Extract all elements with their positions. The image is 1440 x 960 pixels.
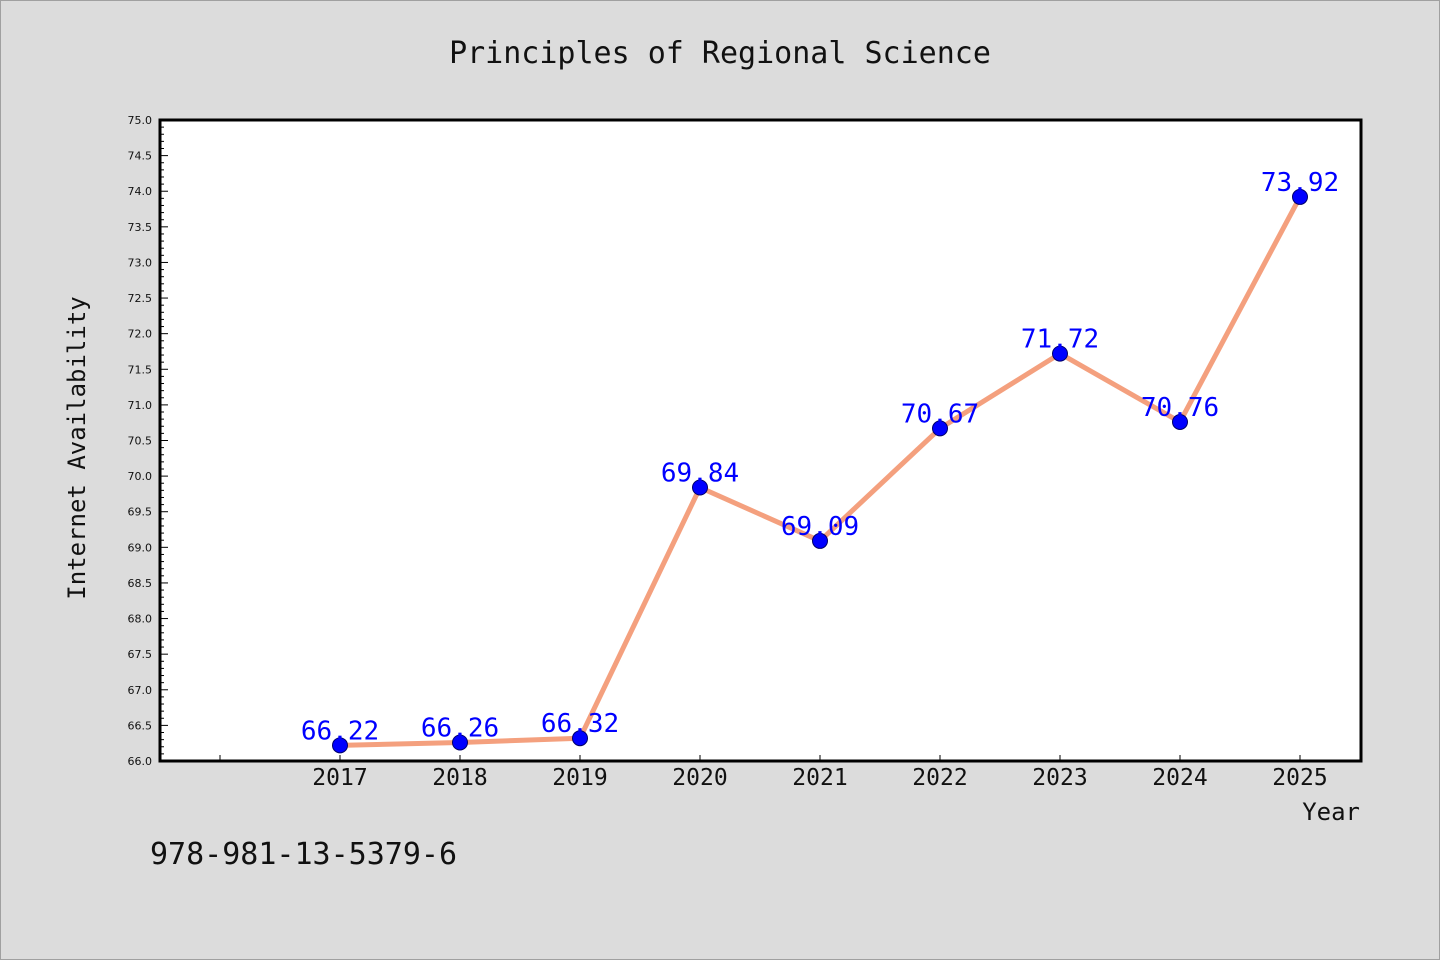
plot-area — [158, 118, 1363, 763]
y-axis-title: Internet Availability — [63, 296, 91, 599]
x-tick-label: 2025 — [1272, 765, 1327, 791]
y-tick-label: 71.0 — [128, 399, 153, 412]
chart-title: Principles of Regional Science — [449, 36, 991, 71]
y-tick-label: 67.0 — [128, 684, 153, 697]
data-point — [812, 532, 828, 549]
series-group: 66.22 66.26 66.32 69.84 69.09 70.67 71.72 70.76… — [301, 168, 1339, 754]
y-tick-label: 70.5 — [128, 435, 153, 448]
data-point — [1052, 345, 1068, 362]
y-tick-label: 75.0 — [128, 114, 153, 127]
data-label: 71.72 — [1021, 325, 1099, 355]
y-tick-label: 73.0 — [128, 256, 153, 269]
data-label: 69.09 — [781, 512, 859, 542]
y-tick-label: 66.0 — [128, 755, 153, 768]
data-label: 69.84 — [661, 459, 739, 489]
x-tick-label: 2020 — [672, 765, 727, 791]
x-tick-label: 2019 — [552, 765, 607, 791]
y-tick-label: 73.5 — [128, 221, 153, 234]
y-tick-label: 74.0 — [128, 185, 153, 198]
data-label: 66.32 — [541, 709, 619, 739]
y-axis: 66.0 66.5 67.0 67.5 68.0 68.5 69.0 69.5 70.0 70.5… — [128, 114, 168, 768]
x-axis: 2017 2018 2019 2020 2021 2022 2023 2024 2025 — [219, 755, 1328, 791]
y-tick-label: 68.0 — [128, 613, 153, 626]
x-tick-label: 2023 — [1032, 765, 1087, 791]
y-tick-label: 69.0 — [128, 541, 153, 554]
x-tick-label: 2021 — [792, 765, 847, 791]
x-tick-label: 2017 — [312, 765, 367, 791]
isbn-footer: 978-981-13-5379-6 — [150, 837, 457, 872]
y-tick-label: 67.5 — [128, 648, 153, 661]
y-tick-label: 72.5 — [128, 292, 153, 305]
x-tick-label: 2018 — [432, 765, 487, 791]
y-tick-label: 72.0 — [128, 328, 153, 341]
data-point — [572, 730, 588, 747]
x-axis-title: Year — [1302, 798, 1360, 826]
y-tick-label: 70.0 — [128, 470, 153, 483]
y-tick-label: 69.5 — [128, 506, 153, 519]
data-point — [692, 479, 708, 496]
x-tick-label: 2022 — [912, 765, 967, 791]
data-label: 70.67 — [901, 399, 979, 429]
data-label: 70.76 — [1141, 393, 1219, 423]
data-label: 66.26 — [421, 713, 499, 743]
data-label: 66.22 — [301, 716, 379, 746]
data-point — [452, 734, 468, 751]
data-point — [332, 737, 348, 754]
y-tick-label: 74.5 — [128, 150, 153, 163]
x-tick-label: 2024 — [1152, 765, 1207, 791]
data-label: 73.92 — [1261, 168, 1339, 198]
data-point — [1172, 413, 1188, 430]
y-tick-label: 71.5 — [128, 363, 153, 376]
y-tick-label: 66.5 — [128, 719, 153, 732]
data-point — [1292, 188, 1308, 205]
data-point — [932, 420, 948, 437]
y-tick-label: 68.5 — [128, 577, 153, 590]
